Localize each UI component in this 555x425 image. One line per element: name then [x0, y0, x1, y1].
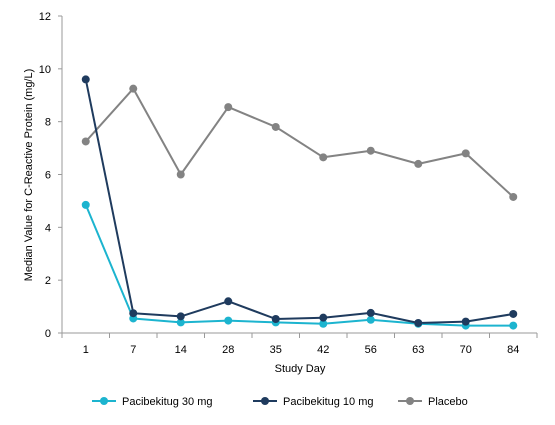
data-point: [81, 200, 90, 209]
x-tick-label: 70: [460, 344, 472, 356]
data-point: [271, 122, 280, 131]
series-line-1: [84, 79, 514, 324]
x-tick-label: 63: [412, 344, 424, 356]
data-point: [319, 313, 328, 322]
data-point: [129, 309, 138, 318]
data-point: [319, 319, 328, 328]
legend-label: Placebo: [428, 396, 468, 408]
data-point: [81, 137, 90, 146]
data-point: [461, 149, 470, 158]
series-lines: [84, 79, 514, 327]
y-tick-label: 10: [39, 64, 51, 76]
y-tick-label: 4: [45, 222, 51, 234]
series-line-2: [85, 87, 514, 198]
series-points: [81, 75, 518, 330]
data-point: [461, 317, 470, 326]
data-point: [509, 309, 518, 318]
data-point: [509, 192, 518, 201]
x-tick-label: 28: [222, 344, 234, 356]
data-point: [224, 103, 233, 112]
legend-label: Pacibekitug 30 mg: [122, 396, 213, 408]
data-point: [176, 170, 185, 179]
y-axis-title: Median Value for C-Reactive Protein (mg/…: [23, 69, 35, 282]
data-point: [81, 75, 90, 84]
series-line-0: [84, 204, 514, 327]
data-point: [176, 318, 185, 327]
data-point: [224, 297, 233, 306]
data-point: [414, 159, 423, 168]
x-tick-label: 7: [130, 344, 136, 356]
legend-marker: [261, 397, 269, 405]
data-point: [176, 312, 185, 321]
legend-marker: [406, 397, 414, 405]
data-point: [271, 314, 280, 323]
y-tick-label: 12: [39, 11, 51, 23]
data-point: [129, 84, 138, 93]
legend: Pacibekitug 30 mg Pacibekitug 10 mg Placeb…: [92, 396, 468, 408]
data-point: [509, 321, 518, 330]
legend-label: Pacibekitug 10 mg: [283, 396, 374, 408]
y-tick-label: 0: [45, 328, 51, 340]
data-point: [366, 315, 375, 324]
data-point: [366, 308, 375, 317]
x-tick-label: 35: [270, 344, 282, 356]
data-point: [319, 153, 328, 162]
x-tick-label: 56: [365, 344, 377, 356]
legend-marker: [100, 397, 108, 405]
axes: [58, 15, 538, 338]
tick-labels: 0 2 4 6 8 10 12 1 7 14 28 35 42 56 63 70 84: [39, 11, 520, 356]
x-tick-label: 84: [507, 344, 519, 356]
data-point: [224, 316, 233, 325]
x-axis-title: Study Day: [275, 363, 326, 375]
data-point: [366, 146, 375, 155]
x-tick-label: 1: [83, 344, 89, 356]
y-tick-label: 6: [45, 170, 51, 182]
data-point: [414, 318, 423, 327]
y-tick-label: 2: [45, 275, 51, 287]
x-tick-label: 42: [317, 344, 329, 356]
x-tick-label: 14: [175, 344, 187, 356]
y-tick-label: 8: [45, 117, 51, 129]
